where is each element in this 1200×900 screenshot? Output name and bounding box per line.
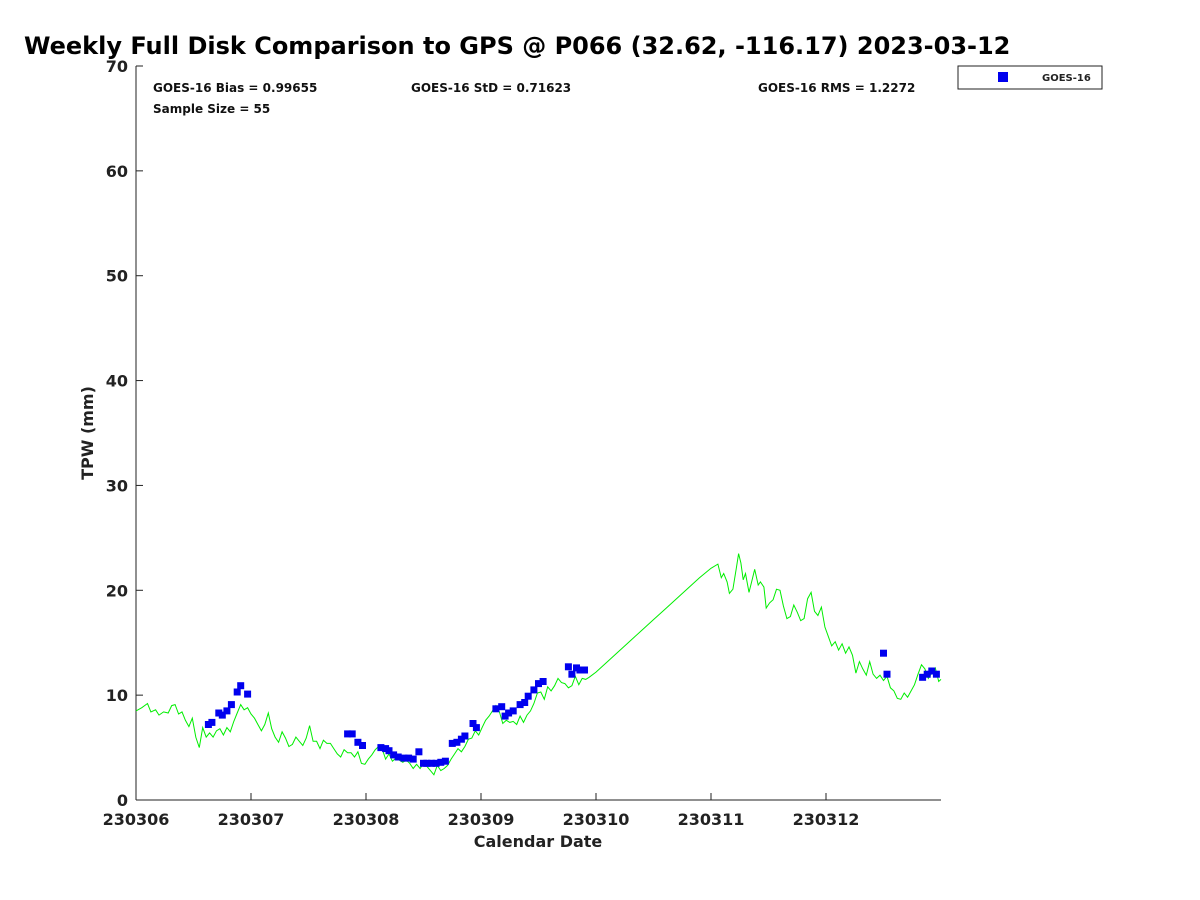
goes16-point [208, 718, 216, 726]
goes16-point [492, 705, 500, 713]
goes16-point [564, 663, 572, 671]
goes16-point [409, 755, 417, 763]
goes16-point [509, 707, 517, 715]
x-tick-label: 230311 [678, 810, 745, 829]
goes16-point [348, 730, 356, 738]
goes16-point [437, 758, 445, 766]
goes16-point [576, 666, 584, 674]
goes16-point [432, 759, 440, 767]
goes16-point [354, 738, 362, 746]
goes16-point [521, 699, 529, 706]
goes16-point [530, 686, 538, 694]
y-tick-label: 70 [106, 57, 128, 76]
goes16-point [516, 701, 524, 709]
x-tick-label: 230312 [793, 810, 860, 829]
goes16-point [448, 739, 456, 747]
goes16-point [919, 673, 927, 681]
x-axis-label: Calendar Date [474, 832, 603, 851]
y-ticks: 0 10 20 30 40 50 60 70 [106, 57, 143, 810]
goes16-point [928, 667, 936, 675]
goes16-point [461, 732, 469, 740]
goes16-point [377, 744, 385, 752]
gps-series-line [135, 553, 942, 776]
x-tick-label: 230308 [333, 810, 400, 829]
goes16-point [524, 692, 532, 700]
goes16-point [469, 720, 477, 727]
goes16-point [423, 759, 431, 767]
goes16-point [453, 738, 461, 746]
goes16-point [385, 747, 393, 755]
x-tick-label: 230306 [103, 810, 170, 829]
goes16-point [539, 678, 547, 685]
y-tick-label: 10 [106, 686, 128, 705]
y-axis-label: TPW (mm) [78, 386, 97, 480]
goes16-series-points [204, 649, 940, 767]
y-tick-label: 0 [117, 791, 128, 810]
goes16-point [415, 748, 423, 756]
goes16-point [344, 730, 352, 738]
stat-bias: GOES-16 Bias = 0.99655 [153, 81, 317, 95]
goes16-point [227, 701, 235, 709]
y-tick-label: 60 [106, 162, 128, 181]
y-tick-label: 30 [106, 476, 128, 495]
x-tick-label: 230309 [448, 810, 515, 829]
goes16-point [498, 703, 506, 711]
x-tick-label: 230307 [218, 810, 285, 829]
stat-std: GOES-16 StD = 0.71623 [411, 81, 571, 95]
goes16-point [233, 688, 241, 696]
goes16-point [244, 690, 252, 698]
goes16-point [400, 754, 408, 762]
goes16-point [932, 670, 940, 678]
x-tick-label: 230310 [563, 810, 630, 829]
goes16-point [218, 711, 226, 719]
goes16-point [405, 754, 413, 762]
goes16-point [880, 649, 887, 657]
goes16-point [394, 753, 402, 761]
legend-box [957, 65, 1103, 90]
y-tick-label: 40 [106, 372, 128, 391]
goes16-point [883, 670, 891, 678]
stat-sample-size: Sample Size = 55 [153, 102, 270, 116]
legend-marker [998, 72, 1008, 82]
goes16-point [472, 724, 480, 732]
legend-label: GOES-16 [1042, 73, 1091, 84]
plot-area: 0 10 20 30 40 50 60 70 230306 230307 230308 230309… [103, 57, 942, 829]
goes16-point [535, 680, 542, 688]
goes16-point [428, 759, 435, 767]
goes16-point [581, 666, 588, 674]
goes16-point [441, 757, 449, 765]
stat-rms: GOES-16 RMS = 1.2272 [758, 81, 915, 95]
goes16-point [359, 742, 366, 749]
goes16-point [568, 670, 576, 678]
x-ticks: 230306 230307 230308 230309 230310 230311 2303… [103, 793, 860, 829]
goes16-point [923, 670, 931, 678]
y-tick-label: 50 [106, 267, 128, 286]
chart-title: Weekly Full Disk Comparison to GPS @ P06… [24, 32, 1010, 60]
goes16-point [390, 751, 398, 759]
legend: GOES-16 [957, 65, 1103, 90]
goes16-point [223, 707, 231, 715]
goes16-point [505, 709, 513, 717]
y-tick-label: 20 [106, 581, 128, 600]
goes16-point [237, 682, 245, 690]
